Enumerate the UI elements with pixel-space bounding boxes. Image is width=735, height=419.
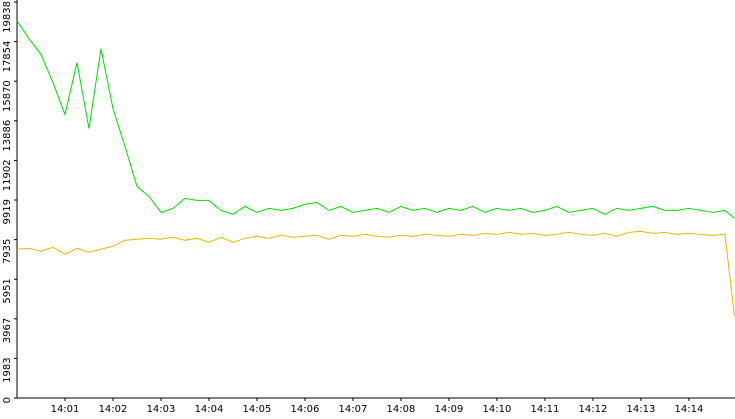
- x-tick-label: 14:11: [531, 404, 560, 415]
- x-tick-label: 14:02: [99, 404, 128, 415]
- y-tick-label: 1983: [2, 357, 13, 382]
- x-tick-label: 14:10: [483, 404, 512, 415]
- x-tick-label: 14:01: [51, 404, 80, 415]
- x-tick-label: 14:03: [147, 404, 176, 415]
- y-tick-label: 7935: [2, 239, 13, 264]
- x-tick-label: 14:05: [243, 404, 272, 415]
- line: [16, 20, 735, 219]
- x-tick-label: 14:07: [339, 404, 368, 415]
- y-tick-label: 0: [2, 397, 13, 403]
- x-tick-label: 14:14: [675, 404, 704, 415]
- line: [16, 230, 735, 317]
- y-tick-label: 11902: [2, 159, 13, 191]
- x-tick-label: 14:06: [291, 404, 320, 415]
- y-tick-label: 15870: [2, 80, 13, 112]
- y-tick-label: 3967: [2, 318, 13, 343]
- y-tick-label: 9919: [2, 199, 13, 224]
- y-tick-label: 19838: [2, 1, 13, 33]
- y-tick-label: 13886: [2, 120, 13, 152]
- x-tick-label: 14:04: [195, 404, 224, 415]
- x-tick-label: 14:08: [387, 404, 416, 415]
- x-tick-label: 14:12: [579, 404, 608, 415]
- x-tick-label: 14:13: [627, 404, 656, 415]
- y-tick-label: 5951: [2, 278, 13, 303]
- x-tick-label: 14:09: [435, 404, 464, 415]
- y-tick-label: 17854: [2, 41, 13, 73]
